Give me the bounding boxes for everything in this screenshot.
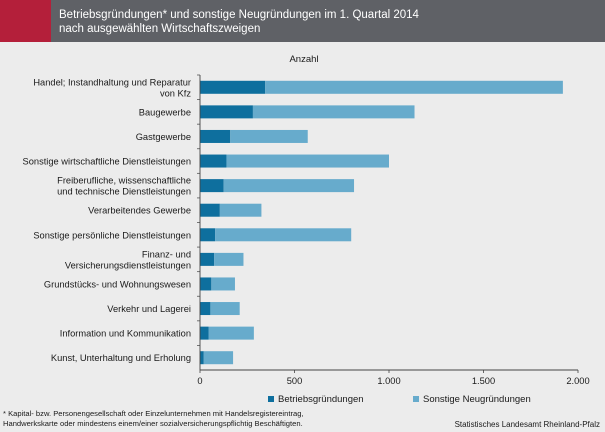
bar-sonstige-neugruendungen-0 <box>265 80 563 94</box>
category-label: Verarbeitendes Gewerbe <box>88 206 191 216</box>
category-label: Sonstige persönliche Dienstleistungen <box>33 230 191 240</box>
axes: 0 500 1.000 1.500 2.000 <box>197 74 590 386</box>
header-bar: Betriebsgründungen* und sonstige Neugrün… <box>0 0 605 42</box>
bar-betriebsgruendungen-5 <box>200 203 220 217</box>
bar-sonstige-neugruendungen-1 <box>252 105 415 119</box>
legend-label: Betriebsgründungen <box>278 394 364 405</box>
category-label: Verkehr und Lagerei <box>107 304 191 314</box>
bar-sonstige-neugruendungen-2 <box>230 129 308 143</box>
category-label: Kunst, Unterhaltung und Erholung <box>51 353 191 363</box>
bar-sonstige-neugruendungen-5 <box>219 203 262 217</box>
header-accent <box>0 0 51 42</box>
x-tick-label: 0 <box>197 376 202 386</box>
bar-sonstige-neugruendungen-4 <box>223 179 355 193</box>
category-label: Grundstücks- und Wohnungswesen <box>44 279 191 289</box>
bar-sonstige-neugruendungen-6 <box>215 228 352 242</box>
legend-swatch <box>268 396 274 402</box>
footnote: * Kapital- bzw. Personengesellschaft ode… <box>3 409 304 428</box>
x-tick-label: 500 <box>287 376 303 386</box>
category-label: Information und Kommunikation <box>60 329 191 339</box>
bar-betriebsgruendungen-3 <box>200 154 227 168</box>
legend-label: Sonstige Neugründungen <box>423 394 531 405</box>
category-label: Freiberufliche, wissenschaftliche und tec… <box>57 176 191 197</box>
category-label: Handel; Instandhaltung und Reparatur von … <box>33 77 191 98</box>
bar-betriebsgruendungen-8 <box>200 277 212 291</box>
bar-betriebsgruendungen-11 <box>200 351 204 365</box>
bar-sonstige-neugruendungen-7 <box>214 252 244 266</box>
unit-label: Anzahl <box>289 54 318 65</box>
category-label: Finanz- und Versicherungsdienstleistungen <box>65 249 191 270</box>
bars-group <box>200 80 563 365</box>
category-label: Sonstige wirtschaftliche Dienstleistunge… <box>23 157 191 167</box>
bar-betriebsgruendungen-4 <box>200 179 224 193</box>
x-tick-label: 1.500 <box>472 376 495 386</box>
bar-betriebsgruendungen-2 <box>200 129 231 143</box>
bar-betriebsgruendungen-10 <box>200 326 209 340</box>
bar-betriebsgruendungen-9 <box>200 302 211 316</box>
category-labels: Handel; Instandhaltung und Reparatur von … <box>23 77 192 363</box>
bar-sonstige-neugruendungen-11 <box>203 351 234 365</box>
bar-sonstige-neugruendungen-9 <box>210 302 240 316</box>
legend-swatch <box>413 396 419 402</box>
bar-sonstige-neugruendungen-3 <box>226 154 389 168</box>
bar-sonstige-neugruendungen-8 <box>211 277 235 291</box>
category-label: Baugewerbe <box>139 107 191 117</box>
bar-betriebsgruendungen-1 <box>200 105 253 119</box>
category-label: Gastgewerbe <box>136 132 191 142</box>
x-tick-label: 1.000 <box>377 376 400 386</box>
bar-betriebsgruendungen-0 <box>200 80 266 94</box>
source-note: Statistisches Landesamt Rheinland-Pfalz <box>454 420 600 429</box>
x-tick-label: 2.000 <box>566 376 589 386</box>
legend: Betriebsgründungen Sonstige Neugründungen <box>268 394 531 405</box>
bar-betriebsgruendungen-6 <box>200 228 216 242</box>
bar-sonstige-neugruendungen-10 <box>208 326 254 340</box>
chart-title: Betriebsgründungen* und sonstige Neugrün… <box>59 9 419 35</box>
bar-betriebsgruendungen-7 <box>200 252 215 266</box>
